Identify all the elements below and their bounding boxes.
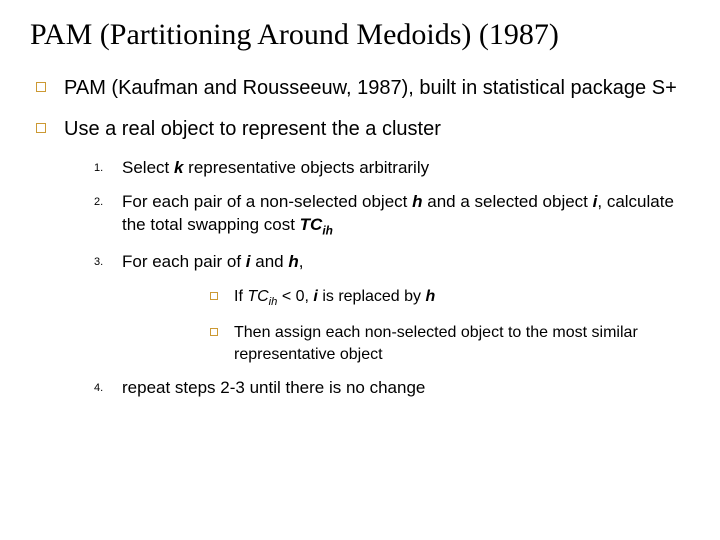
slide-title: PAM (Partitioning Around Medoids) (1987) [30,18,690,53]
number-marker: 3. [94,251,122,268]
sub-text: Then assign each non-selected object to … [234,322,690,365]
number-marker: 4. [94,377,122,394]
bullet-item: Use a real object to represent the a clu… [30,116,690,143]
sub-text: If TCih < 0, i is replaced by h [234,286,435,310]
number-marker: 1. [94,157,122,174]
numbered-item: 1.Select k representative objects arbitr… [94,157,690,180]
numbered-item: 3.For each pair of i and h, [94,251,690,274]
numbered-list: 1.Select k representative objects arbitr… [30,157,690,401]
sub-item: Then assign each non-selected object to … [210,322,690,365]
square-bullet-icon [36,82,46,92]
square-bullet-icon [36,123,46,133]
square-bullet-icon [210,292,218,300]
numbered-text: For each pair of a non-selected object h… [122,191,690,238]
numbered-item: 4.repeat steps 2-3 until there is no cha… [94,377,690,400]
bullet-text: PAM (Kaufman and Rousseeuw, 1987), built… [64,75,677,102]
number-marker: 2. [94,191,122,208]
numbered-text: Select k representative objects arbitrar… [122,157,429,180]
numbered-text: repeat steps 2-3 until there is no chang… [122,377,425,400]
numbered-item: 2.For each pair of a non-selected object… [94,191,690,238]
sub-list: If TCih < 0, i is replaced by h Then assi… [94,286,690,365]
numbered-text: For each pair of i and h, [122,251,303,274]
sub-item: If TCih < 0, i is replaced by h [210,286,690,310]
square-bullet-icon [210,328,218,336]
slide-body: PAM (Kaufman and Rousseeuw, 1987), built… [30,75,690,401]
bullet-item: PAM (Kaufman and Rousseeuw, 1987), built… [30,75,690,102]
bullet-text: Use a real object to represent the a clu… [64,116,441,143]
